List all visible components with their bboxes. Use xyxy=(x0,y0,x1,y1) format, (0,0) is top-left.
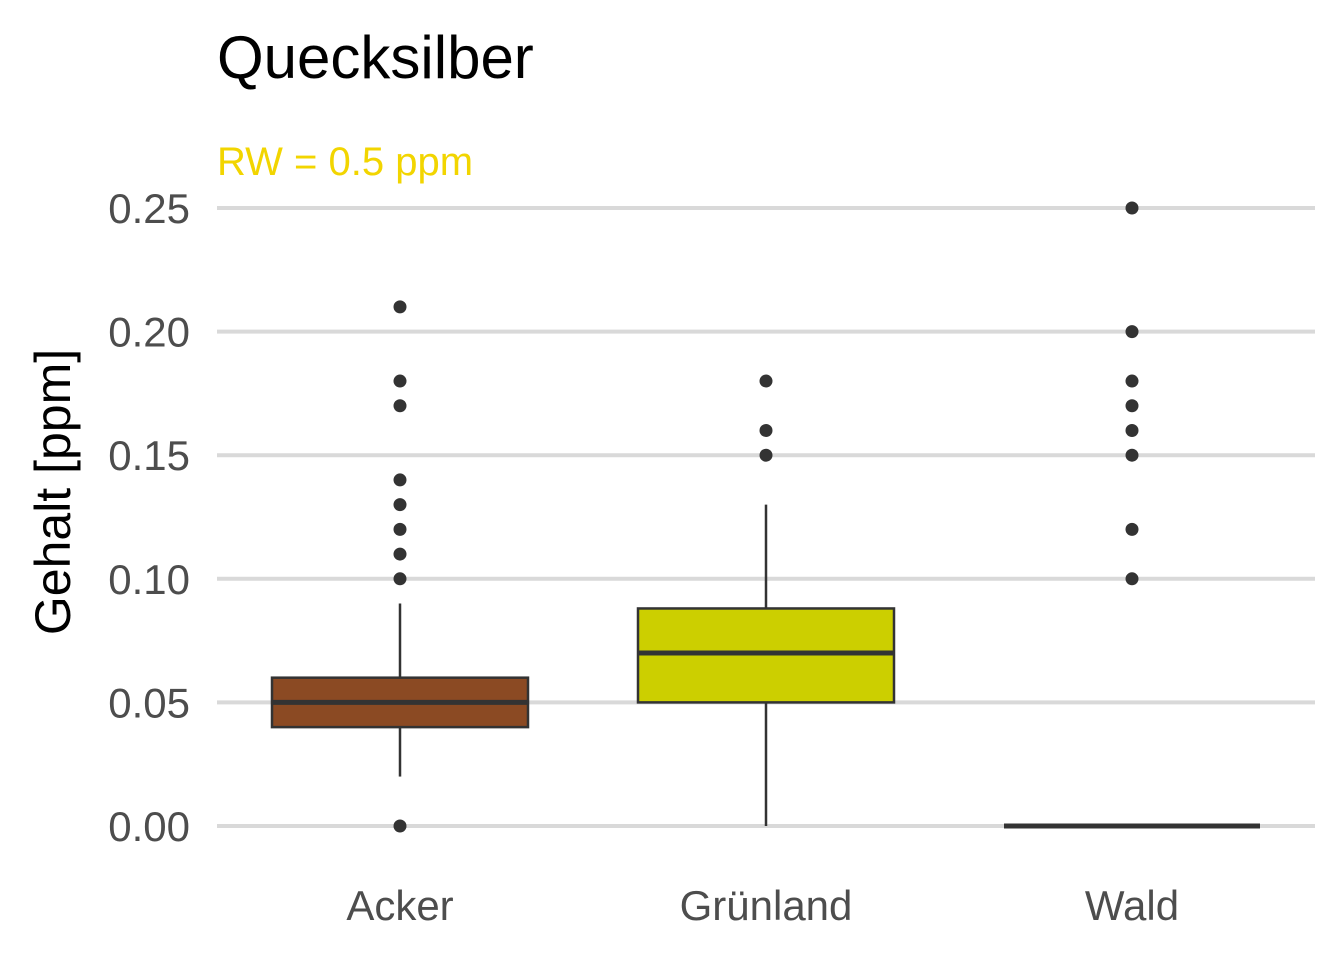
y-axis-label: Gehalt [ppm] xyxy=(25,349,81,635)
y-tick-label: 0.10 xyxy=(108,556,190,603)
y-tick-label: 0.25 xyxy=(108,185,190,232)
y-tick-label: 0.20 xyxy=(108,309,190,356)
outlier-point xyxy=(394,820,407,833)
outlier-point xyxy=(1126,572,1139,585)
box-group-acker xyxy=(272,300,528,832)
x-tick-label: Grünland xyxy=(680,882,853,929)
outlier-point xyxy=(394,300,407,313)
outlier-point xyxy=(1126,399,1139,412)
outlier-point xyxy=(1126,325,1139,338)
x-tick-label: Acker xyxy=(346,882,453,929)
outlier-point xyxy=(394,473,407,486)
y-tick-label: 0.05 xyxy=(108,679,190,726)
outlier-point xyxy=(1126,424,1139,437)
y-tick-label: 0.00 xyxy=(108,803,190,850)
outlier-point xyxy=(760,424,773,437)
outlier-point xyxy=(394,498,407,511)
y-axis-ticks: 0.00 0.05 0.10 0.15 0.20 0.25 xyxy=(108,185,190,850)
outlier-point xyxy=(1126,523,1139,536)
x-axis-ticks: Acker Grünland Wald xyxy=(346,882,1179,929)
outlier-point xyxy=(760,375,773,388)
y-tick-label: 0.15 xyxy=(108,432,190,479)
outlier-point xyxy=(394,548,407,561)
chart-title: Quecksilber xyxy=(217,24,534,91)
outlier-point xyxy=(394,375,407,388)
outlier-point xyxy=(1126,449,1139,462)
box-group-grünland xyxy=(638,375,894,826)
boxes xyxy=(272,202,1260,833)
x-tick-label: Wald xyxy=(1085,882,1179,929)
outlier-point xyxy=(1126,202,1139,215)
chart-subtitle: RW = 0.5 ppm xyxy=(217,140,473,184)
outlier-point xyxy=(394,523,407,536)
outlier-point xyxy=(394,572,407,585)
box-group-wald xyxy=(1004,202,1260,827)
outlier-point xyxy=(760,449,773,462)
outlier-point xyxy=(394,399,407,412)
outlier-point xyxy=(1126,375,1139,388)
